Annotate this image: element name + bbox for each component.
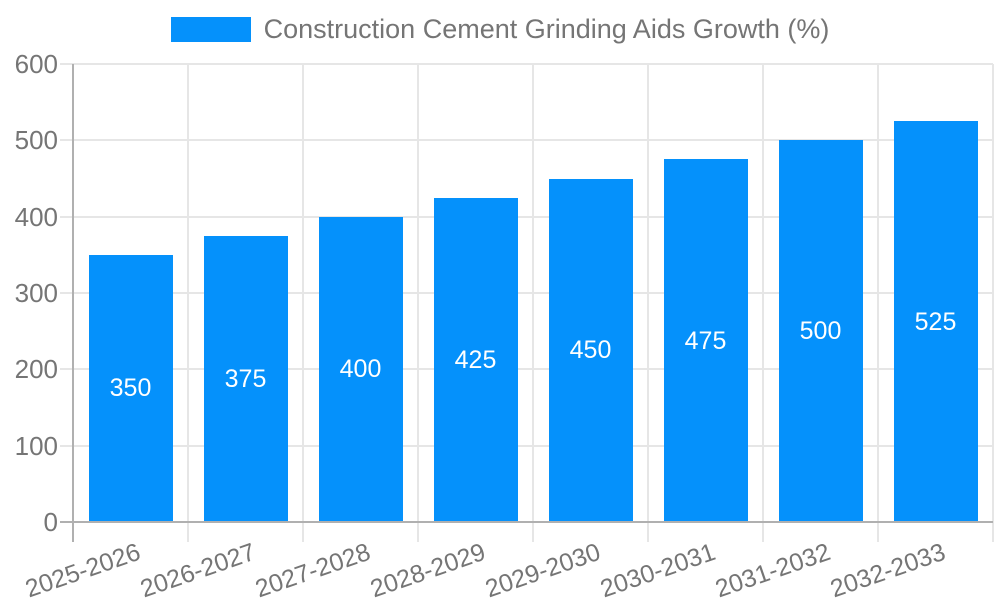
bar-value-label: 525 xyxy=(914,307,957,336)
x-axis-tick xyxy=(302,522,304,542)
bar-value-label: 350 xyxy=(109,374,152,403)
legend: Construction Cement Grinding Aids Growth… xyxy=(0,14,1000,45)
bar xyxy=(778,140,863,522)
legend-swatch xyxy=(170,17,251,42)
y-axis-tick xyxy=(60,63,73,65)
bar xyxy=(88,254,173,522)
y-axis-tick xyxy=(60,368,73,371)
x-axis-label: 2025-2026 xyxy=(21,537,144,600)
x-axis-tick xyxy=(877,522,879,542)
gridline-vertical xyxy=(877,64,879,522)
x-axis-label: 2026-2027 xyxy=(136,537,259,600)
gridline-vertical xyxy=(417,64,419,522)
x-axis-label: 2031-2032 xyxy=(711,537,834,600)
gridline-vertical xyxy=(647,64,649,522)
y-axis-label: 400 xyxy=(14,201,58,232)
x-axis-label: 2027-2028 xyxy=(251,537,374,600)
x-axis-label: 2029-2030 xyxy=(481,537,604,600)
bar-value-label: 475 xyxy=(684,326,727,355)
x-axis-tick xyxy=(992,522,994,542)
bar-value-label: 375 xyxy=(224,364,267,393)
y-axis-line xyxy=(72,64,74,542)
gridline-vertical xyxy=(187,64,189,522)
y-axis-tick xyxy=(60,215,73,218)
bar xyxy=(548,178,633,522)
x-axis-tick xyxy=(417,522,419,542)
y-axis-label: 0 xyxy=(43,507,58,537)
gridline-vertical xyxy=(992,64,994,522)
x-axis-label: 2030-2031 xyxy=(596,537,719,600)
x-axis-tick xyxy=(762,522,764,542)
bar-value-label: 425 xyxy=(454,345,497,374)
x-axis-tick xyxy=(532,522,534,542)
x-axis-label: 2028-2029 xyxy=(366,537,489,600)
y-axis-tick xyxy=(60,292,73,294)
y-axis-tick xyxy=(60,444,73,447)
x-axis-tick xyxy=(187,522,189,542)
bar xyxy=(433,197,518,522)
x-axis-label: 2032-2033 xyxy=(826,537,949,600)
gridline-vertical xyxy=(762,64,764,522)
gridline-vertical xyxy=(302,64,304,522)
y-axis-label: 600 xyxy=(14,49,58,79)
y-axis-label: 500 xyxy=(14,125,58,156)
y-axis-label: 300 xyxy=(14,278,58,308)
y-axis-label: 200 xyxy=(14,354,58,385)
bar xyxy=(318,216,403,522)
bar-value-label: 400 xyxy=(339,355,382,384)
y-axis-tick xyxy=(60,521,73,523)
x-axis-tick xyxy=(647,522,649,542)
bar xyxy=(893,121,978,522)
bar xyxy=(663,159,748,522)
bar xyxy=(203,235,288,522)
x-axis-baseline xyxy=(73,521,993,523)
gridline-vertical xyxy=(532,64,534,522)
y-axis-tick xyxy=(60,139,73,142)
legend-label: Construction Cement Grinding Aids Growth… xyxy=(263,14,830,44)
bar-value-label: 500 xyxy=(799,317,842,346)
y-axis-label: 100 xyxy=(14,430,58,461)
bar-value-label: 450 xyxy=(569,336,612,365)
